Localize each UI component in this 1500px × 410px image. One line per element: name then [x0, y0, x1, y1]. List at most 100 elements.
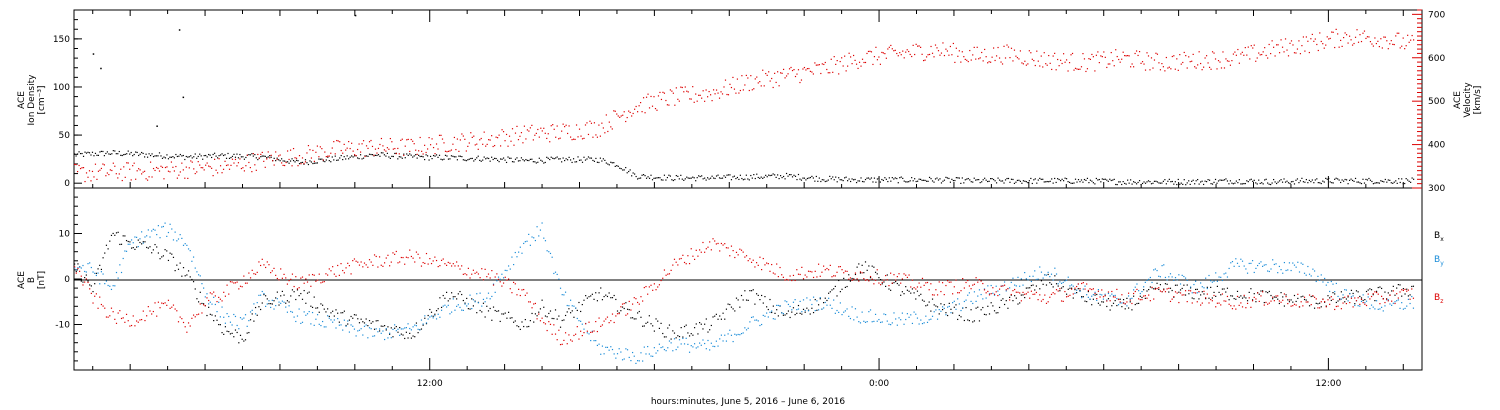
bx-point — [777, 315, 779, 317]
bx-point — [650, 323, 652, 325]
by-point — [197, 274, 200, 276]
velocity-point — [802, 68, 804, 70]
bz-point — [1233, 305, 1235, 307]
density-point — [461, 156, 463, 158]
bx-point — [913, 292, 915, 294]
by-point — [801, 311, 803, 313]
velocity-point — [172, 166, 174, 168]
velocity-point — [1004, 57, 1007, 59]
velocity-point — [273, 164, 275, 166]
bx-point — [1079, 289, 1081, 291]
by-point — [630, 360, 632, 362]
by-point — [541, 222, 543, 224]
density-point — [613, 162, 615, 164]
bz-point — [869, 275, 872, 278]
bx-point — [370, 322, 372, 324]
bx-point — [1171, 289, 1173, 292]
velocity-point — [1013, 49, 1016, 51]
bx-point — [1205, 297, 1207, 300]
bz-point — [130, 324, 133, 327]
bz-point — [1350, 297, 1353, 299]
density-point — [782, 175, 785, 178]
density-tick-label: 50 — [59, 131, 71, 141]
density-point — [504, 159, 506, 161]
density-point — [1295, 179, 1297, 181]
velocity-point — [739, 89, 741, 92]
bz-point — [538, 313, 540, 315]
bz-point — [697, 255, 699, 257]
velocity-point — [482, 143, 484, 145]
by-point — [390, 337, 392, 339]
bz-point — [539, 320, 542, 322]
bz-point — [936, 294, 939, 296]
density-point — [205, 154, 207, 157]
density-point — [176, 155, 178, 158]
by-point — [928, 319, 930, 321]
bz-point — [79, 270, 81, 272]
by-point — [1215, 272, 1217, 274]
density-point — [1301, 177, 1303, 179]
velocity-point — [93, 176, 95, 178]
bx-point — [921, 299, 924, 301]
by-point — [167, 231, 170, 234]
velocity-point — [634, 108, 636, 110]
velocity-point — [860, 65, 862, 67]
density-point — [1051, 178, 1053, 180]
by-point — [477, 302, 480, 304]
bz-point — [685, 263, 687, 265]
density-point — [1112, 179, 1114, 181]
bx-point — [903, 293, 905, 295]
bz-point — [333, 273, 335, 275]
bx-point — [414, 336, 416, 338]
bx-point — [501, 313, 503, 315]
density-point — [1244, 182, 1246, 185]
bz-point — [1397, 297, 1399, 299]
velocity-point — [157, 167, 159, 170]
bx-point — [457, 293, 459, 295]
bz-point — [1067, 295, 1069, 297]
by-point — [725, 340, 728, 342]
bx-point — [910, 292, 912, 294]
bx-point — [931, 298, 934, 300]
bz-point — [109, 315, 111, 317]
x-axis-title: hours:minutes, June 5, 2016 – June 6, 20… — [651, 397, 846, 407]
density-point — [1006, 177, 1008, 180]
velocity-point — [534, 134, 536, 136]
velocity-point — [657, 95, 660, 97]
density-point — [394, 152, 396, 155]
bx-point — [559, 326, 562, 328]
velocity-axis-title: ACE Velocity [km/s] — [1453, 82, 1483, 118]
velocity-point — [855, 63, 858, 65]
bx-point — [97, 268, 99, 270]
velocity-point — [942, 42, 944, 44]
by-point — [1117, 304, 1120, 306]
bz-point — [110, 307, 113, 309]
density-point — [1140, 184, 1142, 186]
by-point — [1225, 272, 1227, 274]
bx-point — [1355, 290, 1358, 292]
bx-point — [1106, 305, 1108, 308]
density-point — [1229, 180, 1232, 182]
bx-point — [164, 249, 166, 251]
bx-point — [702, 328, 704, 330]
by-point — [1024, 271, 1026, 274]
by-point — [588, 333, 590, 335]
bx-point — [618, 312, 620, 314]
by-point — [739, 334, 741, 336]
velocity-point — [665, 99, 667, 102]
bz-point — [1290, 305, 1292, 307]
density-point — [218, 155, 220, 157]
bx-point — [1411, 285, 1413, 288]
velocity-point — [306, 152, 308, 154]
bx-point — [166, 250, 168, 252]
bx-point — [893, 282, 895, 284]
density-point — [1356, 181, 1358, 183]
density-point — [1366, 179, 1369, 181]
bx-point — [462, 299, 464, 302]
bx-point — [829, 291, 831, 293]
velocity-point — [173, 170, 175, 172]
density-point — [359, 154, 362, 156]
by-point — [74, 267, 76, 269]
density-point — [356, 157, 359, 159]
bz-point — [655, 289, 657, 291]
